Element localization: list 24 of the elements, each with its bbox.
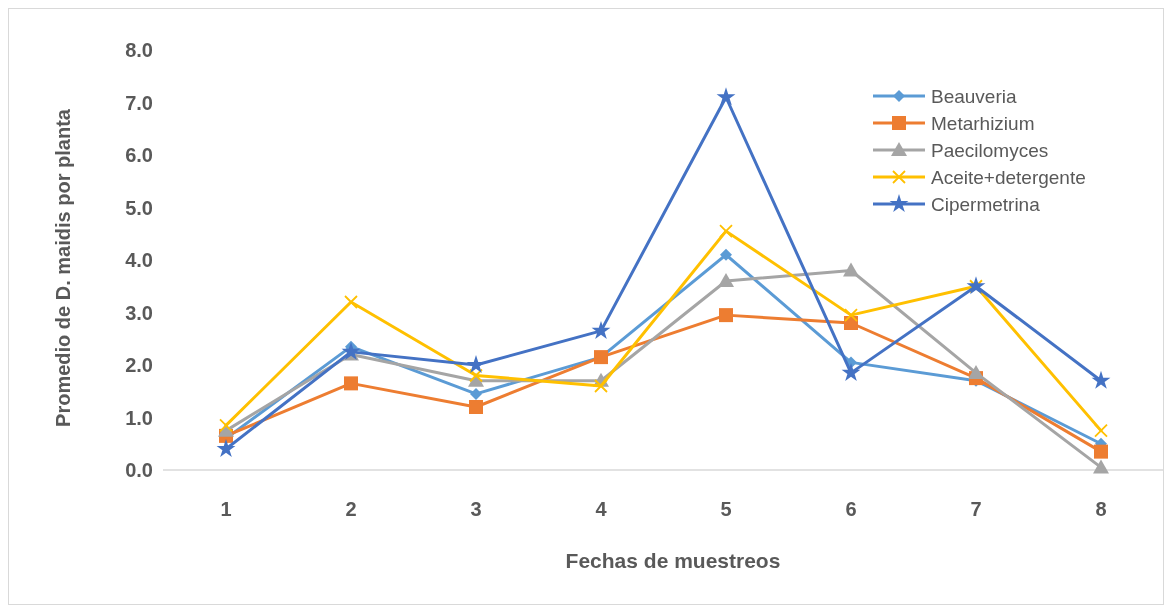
y-tick-label: 6.0 <box>125 144 153 166</box>
y-tick-label: 7.0 <box>125 91 153 114</box>
x-axis-title: Fechas de muestreos <box>565 549 781 572</box>
y-tick-label: 1.0 <box>125 406 153 429</box>
legend-label: Paecilomyces <box>931 139 1049 161</box>
x-tick-label: 7 <box>970 498 982 520</box>
y-tick-label: 3.0 <box>125 301 153 324</box>
legend-label: Cipermetrina <box>931 193 1041 215</box>
y-tick-label: 8.0 <box>125 39 153 61</box>
x-tick-label: 2 <box>345 498 357 520</box>
x-tick-label: 4 <box>595 498 608 520</box>
y-tick-label: 5.0 <box>125 196 153 219</box>
x-tick-label: 1 <box>220 498 232 520</box>
x-tick-label: 6 <box>845 498 857 520</box>
y-tick-label: 4.0 <box>125 249 153 271</box>
y-tick-label: 0.0 <box>125 459 153 481</box>
x-tick-label: 3 <box>470 498 482 520</box>
x-tick-label: 5 <box>720 498 732 520</box>
legend-label: Metarhizium <box>931 112 1035 134</box>
y-tick-label: 2.0 <box>125 354 153 376</box>
y-axis-title: Promedio de D. maidis por planta <box>52 108 74 427</box>
legend-label: Aceite+detergente <box>931 166 1086 188</box>
legend-label: Beauveria <box>931 85 1017 107</box>
x-tick-label: 8 <box>1095 498 1107 520</box>
